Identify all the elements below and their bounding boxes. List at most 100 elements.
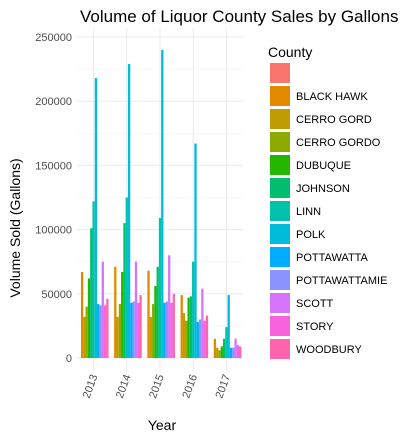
bar-pottawattamie-2017 <box>232 347 235 358</box>
bar-cerro-gord-2014 <box>116 316 119 358</box>
y-tick-label: 200000 <box>35 96 72 108</box>
bar-cerro-gordo-2013 <box>85 306 88 358</box>
x-axis-ticks: 2013 2014 2015 2016 2017 <box>81 373 233 400</box>
y-tick-label: 100000 <box>35 225 72 237</box>
bar-cerro-gordo-2014 <box>118 304 122 358</box>
legend-key <box>270 63 290 83</box>
y-tick-label: 150000 <box>35 160 72 172</box>
legend-key <box>270 247 290 267</box>
legend-label: POTTAWATTAMIE <box>296 275 387 287</box>
bar-story-2016 <box>203 320 206 358</box>
legend-key <box>270 224 290 244</box>
bar-cerro-gord-2015 <box>149 316 152 358</box>
y-tick-label: 50000 <box>41 289 72 301</box>
bar-woodbury-2013 <box>106 298 109 358</box>
chart-title: Volume of Liquor County Sales by Gallons <box>80 7 398 26</box>
bar-pottawattamie-2014 <box>132 301 135 358</box>
bar-black-hawk-2017 <box>213 338 217 358</box>
bar-scott-2014 <box>134 261 138 358</box>
bar-cerro-gordo-2017 <box>218 350 221 358</box>
bar-story-2014 <box>137 302 140 358</box>
bar-dubuque-2014 <box>121 271 124 358</box>
bar-black-hawk-2015 <box>147 270 150 358</box>
bar-pottawatta-2017 <box>229 347 233 358</box>
bar-cerro-gordo-2015 <box>151 304 155 358</box>
bar-johnson-2017 <box>222 338 226 358</box>
bar-linn-2016 <box>192 261 195 358</box>
legend-label: CERRO GORDO <box>296 137 381 149</box>
bar-dubuque-2016 <box>187 297 190 358</box>
legend-key <box>270 86 290 106</box>
bar-dubuque-2017 <box>220 346 223 358</box>
bar-linn-2015 <box>158 218 162 358</box>
legend-label: DUBUQUE <box>296 160 351 172</box>
bars-layer <box>80 49 242 359</box>
bar-black-hawk-2016 <box>180 295 183 358</box>
legend-key <box>270 155 290 175</box>
bar-linn-2014 <box>125 197 128 358</box>
legend-label: STORY <box>296 321 334 333</box>
bar-pottawatta-2016 <box>196 322 199 358</box>
bar-johnson-2015 <box>156 266 159 358</box>
bar-pottawattamie-2016 <box>198 319 202 358</box>
bar-black-hawk-2013 <box>80 271 84 358</box>
legend-key <box>270 201 290 221</box>
bar-cerro-gord-2016 <box>182 313 186 358</box>
bar-scott-2017 <box>234 338 237 358</box>
bar-cerro-gord-2017 <box>216 347 219 358</box>
legend-key <box>270 339 290 359</box>
bar-johnson-2013 <box>90 228 93 358</box>
bar-johnson-2016 <box>189 296 193 358</box>
bar-woodbury-2014 <box>139 295 142 358</box>
legend-key <box>270 270 290 290</box>
legend-key <box>270 178 290 198</box>
bar-dubuque-2013 <box>87 278 91 358</box>
legend-label: BLACK HAWK <box>296 91 368 103</box>
bar-scott-2013 <box>101 261 104 358</box>
bar-cerro-gord-2013 <box>83 316 86 358</box>
legend-label: CERRO GORD <box>296 114 372 126</box>
bar-woodbury-2017 <box>239 346 242 358</box>
bar-woodbury-2015 <box>172 293 175 358</box>
legend: County BLACK HAWK CERRO GORD CERRO GORDO DU… <box>268 44 387 359</box>
x-axis-title: Year <box>148 417 177 433</box>
legend-label: POTTAWATTA <box>296 252 369 264</box>
bar-linn-2017 <box>225 327 228 358</box>
legend-key <box>270 316 290 336</box>
bar-story-2017 <box>236 345 240 358</box>
x-tick-label: 2013 <box>81 373 101 400</box>
bar-polk-2016 <box>194 143 197 358</box>
legend-label: WOODBURY <box>296 344 362 356</box>
x-tick-label: 2016 <box>180 373 200 400</box>
bar-pottawatta-2014 <box>130 302 133 358</box>
bar-black-hawk-2014 <box>114 266 117 358</box>
bar-pottawattamie-2013 <box>99 305 102 358</box>
legend-key <box>270 109 290 129</box>
bar-scott-2015 <box>168 255 171 358</box>
legend-label: LINN <box>296 206 321 218</box>
legend-label: SCOTT <box>296 298 334 310</box>
bar-scott-2016 <box>201 288 204 358</box>
legend-key <box>270 132 290 152</box>
legend-key <box>270 293 290 313</box>
legend-label: POLK <box>296 229 326 241</box>
legend-label: JOHNSON <box>296 183 350 195</box>
y-axis-title: Volume Sold (Gallons) <box>7 158 23 297</box>
bar-pottawatta-2015 <box>163 302 166 358</box>
bar-polk-2015 <box>161 49 164 359</box>
bar-story-2013 <box>103 305 107 358</box>
bar-pottawattamie-2015 <box>165 301 169 358</box>
y-tick-label: 0 <box>66 353 72 365</box>
bar-polk-2017 <box>227 295 230 358</box>
legend-title: County <box>268 44 312 60</box>
bar-polk-2013 <box>94 78 98 358</box>
x-tick-label: 2014 <box>114 373 134 400</box>
bar-dubuque-2015 <box>154 286 157 358</box>
bar-johnson-2014 <box>123 223 126 358</box>
y-tick-label: 250000 <box>35 32 72 44</box>
bar-linn-2013 <box>92 201 95 358</box>
bar-woodbury-2016 <box>205 315 209 358</box>
y-axis-ticks: 0 50000 100000 150000 200000 250000 <box>35 32 72 365</box>
bar-pottawatta-2013 <box>97 304 100 358</box>
